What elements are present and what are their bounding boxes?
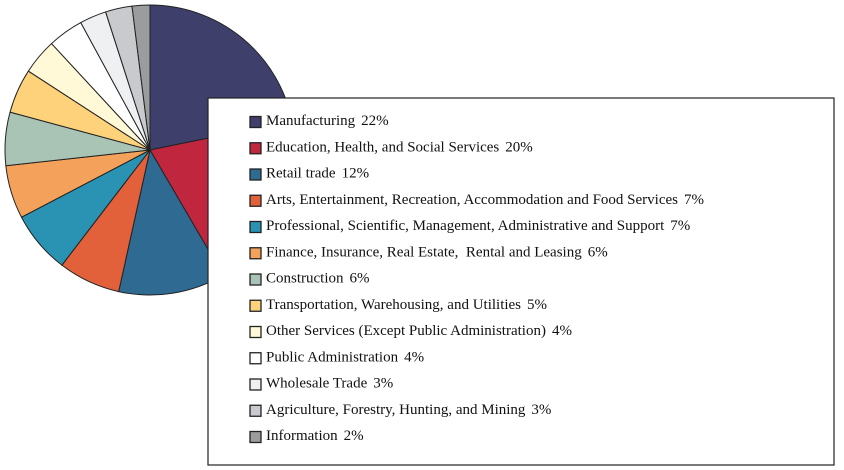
legend-swatch	[249, 352, 262, 365]
legend-label: Other Services (Except Public Administra…	[266, 323, 572, 339]
legend-category: Wholesale Trade	[266, 376, 368, 392]
legend-value: 6%	[350, 271, 370, 287]
legend-value: 4%	[552, 323, 572, 339]
legend-value: 7%	[684, 192, 704, 208]
legend-category: Other Services (Except Public Administra…	[266, 323, 546, 339]
legend-label: Agriculture, Forestry, Hunting, and Mini…	[266, 402, 551, 418]
legend-swatch	[249, 273, 262, 286]
legend-swatch	[249, 194, 262, 207]
legend-swatch	[249, 142, 262, 155]
legend-category: Education, Health, and Social Services	[266, 140, 499, 156]
legend-value: 3%	[531, 402, 551, 418]
legend-label: Wholesale Trade 3%	[266, 376, 393, 392]
legend-swatch	[249, 115, 262, 129]
pie	[4, 4, 296, 296]
legend-swatch	[249, 299, 262, 312]
pie-slice	[131, 4, 151, 151]
legend-swatch	[249, 168, 262, 181]
legend-label: Arts, Entertainment, Recreation, Accommo…	[266, 192, 704, 208]
legend-label: Transportation, Warehousing, and Utiliti…	[266, 297, 547, 313]
legend-label: Public Administration 4%	[266, 350, 424, 366]
legend-category: Public Administration	[266, 350, 399, 366]
legend-category: Construction	[266, 271, 344, 287]
legend-value: 20%	[505, 140, 533, 156]
legend-label: Professional, Scientific, Management, Ad…	[266, 218, 690, 234]
legend-category: Agriculture, Forestry, Hunting, and Mini…	[266, 402, 526, 418]
legend-swatch	[249, 247, 262, 260]
legend-box	[207, 97, 835, 466]
legend-category: Transportation, Warehousing, and Utiliti…	[266, 297, 521, 313]
legend-value: 3%	[373, 376, 393, 392]
legend-value: 12%	[342, 166, 370, 182]
legend-value: 7%	[670, 218, 690, 234]
legend-value: 6%	[588, 245, 608, 261]
legend-category: Professional, Scientific, Management, Ad…	[266, 218, 665, 234]
legend-label: Finance, Insurance, Real Estate, Rental …	[266, 245, 608, 261]
legend-category: Information	[266, 428, 338, 444]
legend-swatch	[249, 325, 262, 339]
legend-value: 2%	[344, 428, 364, 444]
legend-label: Information 2%	[266, 428, 364, 444]
legend-category: Retail trade	[266, 166, 336, 182]
legend-label: Construction 6%	[266, 271, 370, 287]
legend: Manufacturing 22% Education, Health, and S…	[249, 113, 704, 444]
legend-label: Education, Health, and Social Services 20…	[266, 140, 533, 156]
legend-value: 4%	[404, 350, 424, 366]
legend-value: 22%	[361, 113, 389, 129]
legend-label: Manufacturing 22%	[266, 113, 389, 129]
legend-label: Retail trade 12%	[266, 166, 369, 182]
legend-swatch	[249, 378, 262, 391]
legend-swatch	[249, 430, 262, 444]
legend-value: 5%	[527, 297, 547, 313]
legend-swatch	[249, 404, 262, 417]
legend-category: Manufacturing	[266, 113, 356, 129]
legend-category: Finance, Insurance, Real Estate, Rental …	[266, 245, 582, 261]
legend-swatch	[249, 220, 262, 234]
legend-category: Arts, Entertainment, Recreation, Accommo…	[266, 192, 678, 208]
